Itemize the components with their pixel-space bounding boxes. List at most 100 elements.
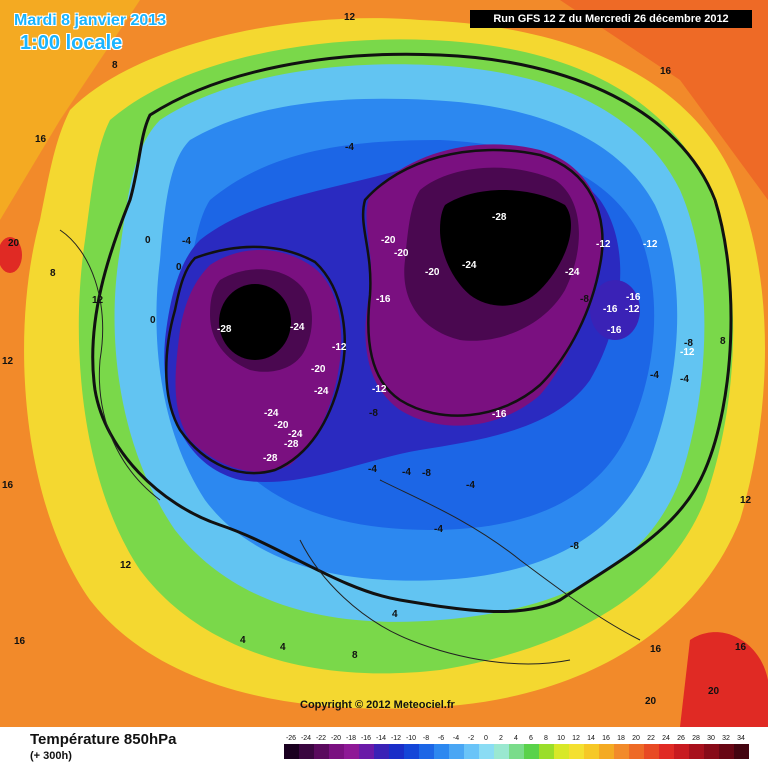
label-neg8-e2: -8	[684, 338, 693, 349]
label-16-w: 16	[2, 480, 14, 491]
legend-tick-label: 10	[557, 735, 565, 742]
label-neg4-e: -4	[650, 370, 659, 381]
label-20-se: 20	[645, 696, 657, 707]
label-20-se2: 20	[708, 686, 720, 697]
legend-tick-label: -20	[331, 735, 341, 742]
legend-swatch	[449, 744, 464, 759]
label-4-sw2: 4	[280, 642, 286, 653]
label-neg12-e3: -12	[625, 304, 640, 315]
label-20-w: 20	[8, 238, 20, 249]
legend-swatch	[554, 744, 569, 759]
label-neg8-s: -8	[422, 468, 431, 479]
legend-swatch	[524, 744, 539, 759]
label-neg12-c: -12	[332, 342, 347, 353]
legend-swatch	[419, 744, 434, 759]
label-12-w: 12	[92, 295, 104, 306]
legend-tick-label: 24	[662, 735, 670, 742]
legend-swatch	[569, 744, 584, 759]
label-4-s: 4	[392, 609, 398, 620]
label-neg8-c: -8	[369, 408, 378, 419]
legend-tick-label: 14	[587, 735, 595, 742]
label-neg28-e: -28	[492, 212, 507, 223]
label-neg28-w3: -28	[263, 453, 278, 464]
legend-swatch	[314, 744, 329, 759]
label-8-w: 8	[50, 268, 56, 279]
label-4-sw: 4	[240, 635, 246, 646]
label-neg28-w2: -28	[284, 439, 299, 450]
footer-bar: Température 850hPa (+ 300h) -26 -24 -22 -20…	[0, 727, 768, 768]
isotherm-contour-west	[165, 245, 346, 475]
model-run-label: Run GFS 12 Z du Mercredi 26 décembre 201…	[470, 10, 752, 28]
legend-tick-label: 16	[602, 735, 610, 742]
legend-swatch	[599, 744, 614, 759]
label-neg24-e: -24	[565, 267, 580, 278]
label-neg20-w2: -20	[274, 420, 289, 431]
label-neg4-s4: -4	[466, 480, 475, 491]
legend-swatch	[494, 744, 509, 759]
legend-swatch	[614, 744, 629, 759]
label-12-w2: 12	[2, 356, 14, 367]
legend-swatch	[464, 744, 479, 759]
label-neg16-e3: -16	[607, 325, 622, 336]
legend-tick-label: -6	[438, 735, 444, 742]
label-8-s: 8	[352, 650, 358, 661]
legend-tick-label: -2	[468, 735, 474, 742]
legend-swatch	[299, 744, 314, 759]
label-12-top: 12	[344, 12, 356, 23]
label-0-nw: 0	[176, 262, 182, 273]
label-neg4-s: -4	[368, 464, 377, 475]
legend-swatch	[374, 744, 389, 759]
legend-swatch	[284, 744, 299, 759]
warm-zone-ne	[560, 0, 768, 200]
legend-swatch	[629, 744, 644, 759]
legend-swatch	[329, 744, 344, 759]
label-neg4-s3: -4	[434, 524, 443, 535]
label-neg12-e: -12	[596, 239, 611, 250]
legend-tick-label: 8	[544, 735, 548, 742]
label-neg8-e: -8	[580, 294, 589, 305]
legend-swatch	[674, 744, 689, 759]
label-neg20-c2: -20	[394, 248, 409, 259]
color-scale-legend: -26 -24 -22 -20 -18 -16 -14 -12 -10 -8 -6 -4 -2 0 2 4 6 8…	[284, 735, 749, 759]
legend-tick-label: 4	[514, 735, 518, 742]
label-16-se: 16	[650, 644, 662, 655]
label-neg16-e2: -16	[603, 304, 618, 315]
legend-tick-label: 26	[677, 735, 685, 742]
legend-swatch	[509, 744, 524, 759]
coastline-europe	[379, 479, 641, 641]
legend-tick-label: 28	[692, 735, 700, 742]
label-8-nw: 8	[112, 60, 118, 71]
legend-swatch	[359, 744, 374, 759]
legend-tick-label: 34	[737, 735, 745, 742]
label-neg4-nw: -4	[182, 236, 191, 247]
coastline-america	[59, 229, 161, 501]
label-0-w: 0	[150, 315, 156, 326]
label-neg24-w3: -24	[264, 408, 279, 419]
legend-tick-label: 30	[707, 735, 715, 742]
legend-swatch	[404, 744, 419, 759]
legend-tick-label: -10	[406, 735, 416, 742]
legend-swatch	[719, 744, 734, 759]
legend-tick-label: 0	[484, 735, 488, 742]
legend-swatch	[434, 744, 449, 759]
label-neg24-c: -24	[462, 260, 477, 271]
cold-core-east	[440, 190, 571, 306]
legend-tick-label: 6	[529, 735, 533, 742]
label-neg4-e2: -4	[680, 374, 689, 385]
label-16-sw: 16	[14, 636, 26, 647]
legend-tick-label: 22	[647, 735, 655, 742]
label-neg20-w: -20	[311, 364, 326, 375]
chart-title: Température 850hPa	[30, 731, 177, 748]
label-neg24-w: -24	[290, 322, 305, 333]
legend-tick-label: -22	[316, 735, 326, 742]
label-8-e: 8	[720, 336, 726, 347]
legend-swatch	[344, 744, 359, 759]
coastline-north-africa	[299, 539, 571, 665]
legend-swatch	[659, 744, 674, 759]
label-neg20-c3: -20	[425, 267, 440, 278]
legend-tick-label: -14	[376, 735, 386, 742]
legend-tick-label: 18	[617, 735, 625, 742]
legend-tick-label: -8	[423, 735, 429, 742]
legend-swatch	[584, 744, 599, 759]
label-neg20-c: -20	[381, 235, 396, 246]
